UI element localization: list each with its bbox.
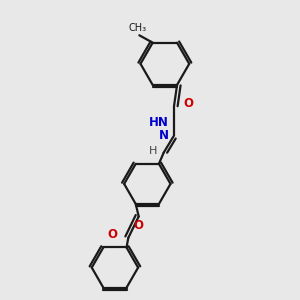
Text: H: H <box>149 146 157 156</box>
Text: HN: HN <box>149 116 169 129</box>
Text: CH₃: CH₃ <box>129 23 147 33</box>
Text: O: O <box>107 228 117 241</box>
Text: O: O <box>134 219 144 232</box>
Text: O: O <box>183 97 193 110</box>
Text: N: N <box>159 129 169 142</box>
